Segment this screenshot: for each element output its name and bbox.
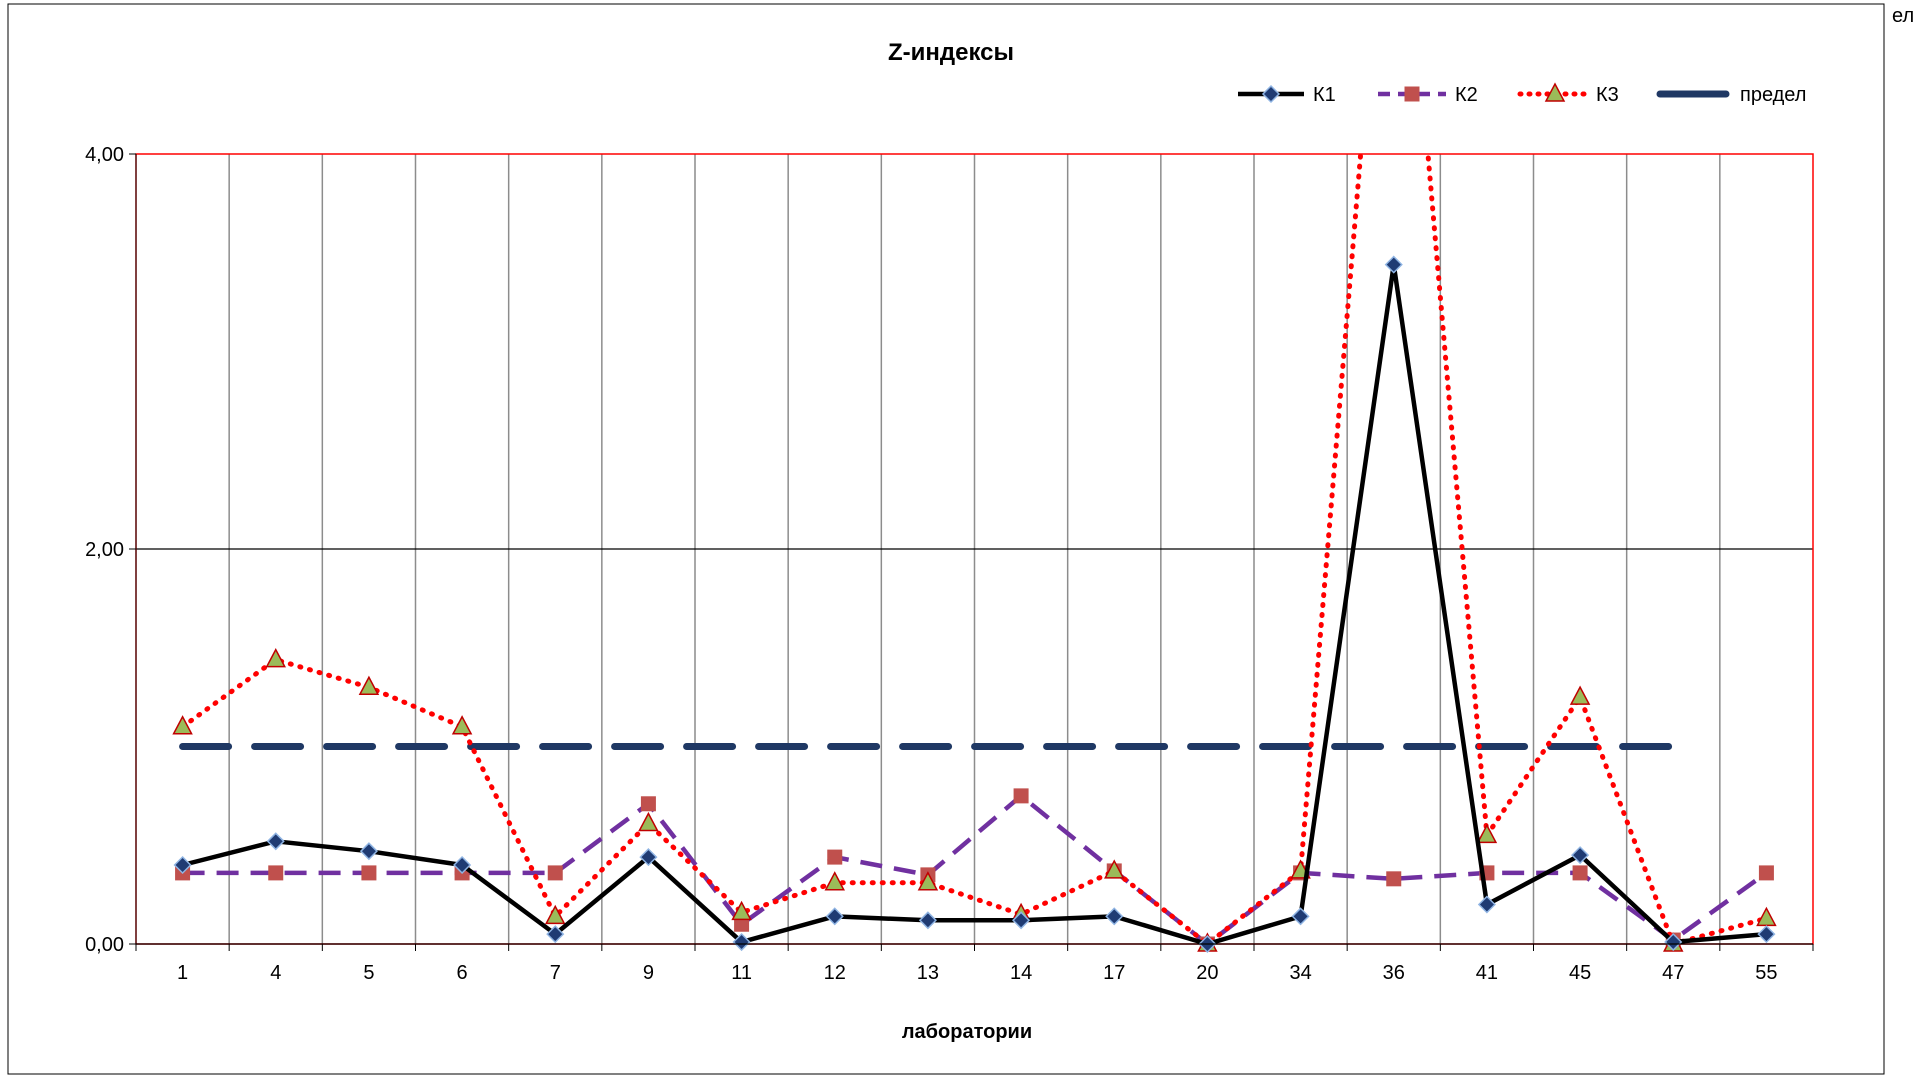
y-tick-label: 2,00 bbox=[85, 539, 124, 561]
x-tick-label: 47 bbox=[1662, 962, 1684, 984]
legend-label-k3: К3 bbox=[1596, 84, 1619, 106]
x-tick-label: 36 bbox=[1383, 962, 1405, 984]
x-tick-label: 9 bbox=[643, 962, 654, 984]
data-point-k1 bbox=[732, 932, 751, 952]
data-point-k3 bbox=[172, 715, 193, 735]
legend-marker-k1 bbox=[1261, 84, 1281, 104]
data-point-k3 bbox=[917, 871, 939, 891]
data-point-k1 bbox=[1105, 907, 1124, 926]
data-point-k1 bbox=[173, 855, 192, 875]
data-point-k1 bbox=[1477, 895, 1496, 914]
edge-text: ел bbox=[1892, 5, 1914, 27]
data-point-k3 bbox=[358, 675, 380, 695]
data-point-k1 bbox=[1664, 932, 1683, 952]
x-axis-label: лаборатории bbox=[902, 1021, 1032, 1043]
data-point-k3 bbox=[1569, 685, 1591, 705]
chart-title: Z-индексы bbox=[888, 39, 1014, 66]
data-point-k1 bbox=[639, 848, 658, 867]
series-k1 bbox=[173, 255, 1776, 954]
x-tick-label: 12 bbox=[824, 962, 846, 984]
data-point-k1 bbox=[546, 925, 565, 944]
data-point-k2 bbox=[827, 849, 843, 865]
legend-label-k1: К1 bbox=[1313, 84, 1336, 106]
legend-marker-k2 bbox=[1404, 86, 1420, 102]
legend-label-k2: К2 bbox=[1455, 84, 1478, 106]
data-point-k3 bbox=[451, 715, 473, 735]
x-tick-label: 41 bbox=[1476, 962, 1498, 984]
data-point-k1 bbox=[266, 832, 285, 851]
data-point-k3 bbox=[731, 900, 752, 921]
data-point-k2 bbox=[547, 865, 563, 881]
x-tick-label: 5 bbox=[363, 962, 374, 984]
x-axis-ticks: 1 4 5 6 7 9 11 12 13 14 17 20 34 36 41 45 47 55 bbox=[135, 943, 1814, 984]
data-point-k3 bbox=[638, 811, 659, 832]
y-tick-label: 4,00 bbox=[85, 144, 124, 166]
legend-marker-k3 bbox=[1544, 82, 1566, 102]
x-tick-label: 7 bbox=[550, 962, 561, 984]
data-point-k1 bbox=[1757, 925, 1776, 944]
data-point-k3 bbox=[824, 871, 845, 891]
series-line-k2 bbox=[182, 793, 1768, 944]
data-point-k1 bbox=[1571, 846, 1590, 865]
legend-label-limit: предел bbox=[1740, 84, 1806, 106]
data-point-k1 bbox=[453, 855, 472, 875]
x-tick-label: 6 bbox=[457, 962, 468, 984]
x-tick-label: 20 bbox=[1196, 962, 1218, 984]
data-point-k3 bbox=[265, 647, 286, 668]
x-tick-label: 34 bbox=[1289, 962, 1311, 984]
series-line-k3 bbox=[180, 154, 1769, 944]
legend: К1 К2 К3 предел bbox=[1238, 82, 1806, 106]
data-point-k2 bbox=[1758, 865, 1774, 881]
x-tick-label: 1 bbox=[177, 962, 188, 984]
data-point-k3 bbox=[545, 904, 566, 925]
data-point-k2 bbox=[361, 865, 377, 881]
x-tick-label: 13 bbox=[917, 962, 939, 984]
data-point-k2 bbox=[1572, 865, 1588, 881]
data-point-k2 bbox=[268, 865, 284, 881]
data-point-k2 bbox=[1013, 788, 1029, 804]
data-point-k1 bbox=[359, 842, 378, 861]
data-point-k1 bbox=[918, 911, 937, 930]
x-tick-label: 45 bbox=[1569, 962, 1591, 984]
y-axis-ticks: 0,00 2,00 4,00 bbox=[85, 144, 137, 956]
x-tick-label: 11 bbox=[731, 962, 752, 984]
data-point-k1 bbox=[1012, 911, 1031, 930]
data-point-k1 bbox=[825, 907, 844, 926]
plot-area bbox=[172, 154, 1777, 954]
chart-area-border bbox=[7, 3, 1885, 1075]
data-point-k2 bbox=[1386, 871, 1402, 887]
data-point-k3 bbox=[1476, 823, 1498, 844]
data-point-k3 bbox=[1104, 859, 1125, 879]
x-tick-label: 55 bbox=[1755, 962, 1777, 984]
data-point-k2 bbox=[640, 796, 656, 812]
x-tick-label: 17 bbox=[1103, 962, 1125, 984]
series-line-k1 bbox=[182, 262, 1767, 944]
data-point-k1 bbox=[1291, 907, 1310, 926]
x-tick-label: 14 bbox=[1010, 962, 1032, 984]
data-point-k1 bbox=[1384, 255, 1403, 274]
x-tick-label: 4 bbox=[270, 962, 281, 984]
y-tick-label: 0,00 bbox=[85, 934, 124, 956]
